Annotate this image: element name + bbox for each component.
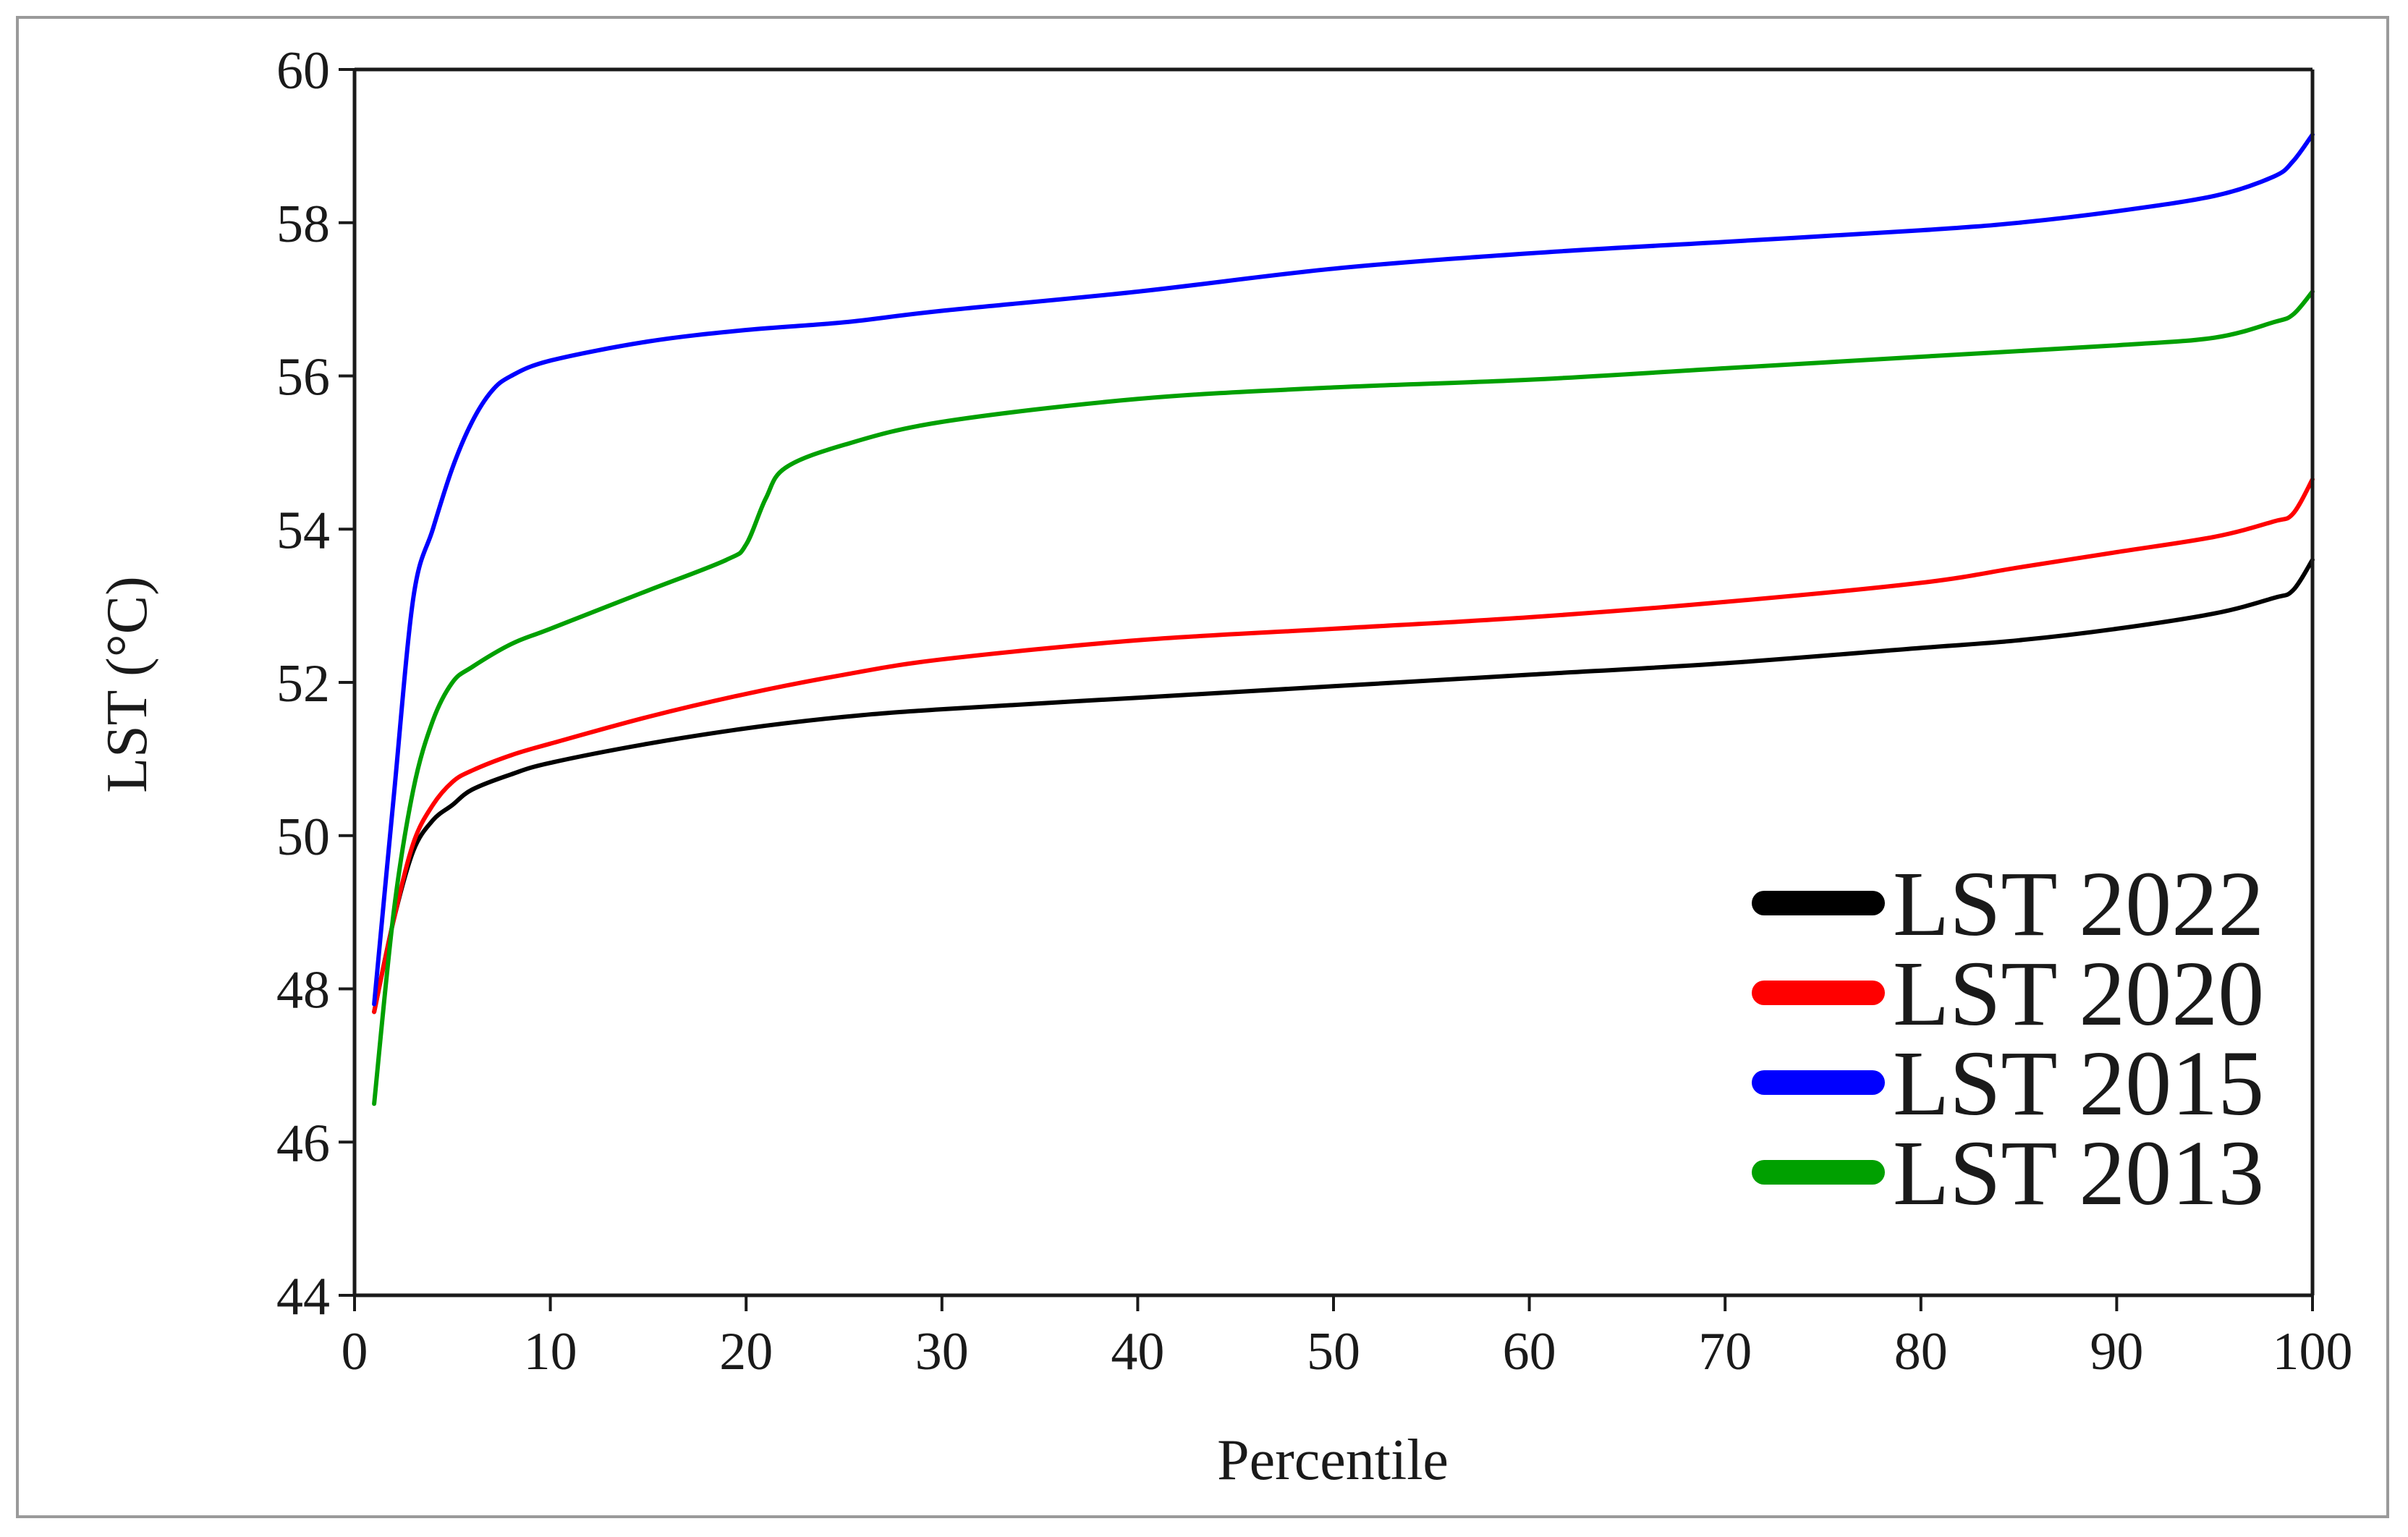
y-tick-label: 50 <box>276 808 330 867</box>
x-tick-label: 20 <box>719 1322 773 1381</box>
x-axis-title: Percentile <box>1217 1428 1449 1492</box>
y-tick-label: 56 <box>276 348 330 407</box>
ticks: 44 46 48 50 52 54 56 58 60 0 10 20 30 40 50 60 70 80 90 100 <box>276 41 2353 1381</box>
y-tick-label: 44 <box>276 1267 330 1326</box>
plot-lines <box>372 132 2315 1106</box>
x-tick-label: 90 <box>2090 1322 2143 1381</box>
y-tick-label: 58 <box>276 195 330 254</box>
legend-label-lst-2013: LST 2013 <box>1893 1122 2264 1224</box>
series-line-lst-2015 <box>372 132 2315 1007</box>
y-tick-label: 48 <box>276 961 330 1020</box>
x-tick-label: 40 <box>1111 1322 1164 1381</box>
x-tick-label: 10 <box>524 1322 577 1381</box>
legend-label-lst-2020: LST 2020 <box>1893 942 2264 1045</box>
x-tick-label: 50 <box>1307 1322 1360 1381</box>
legend-label-lst-2022: LST 2022 <box>1893 852 2264 955</box>
x-tick-label: 60 <box>1503 1322 1556 1381</box>
series-line-lst-2013 <box>372 289 2315 1106</box>
y-tick-label: 60 <box>276 41 330 101</box>
y-tick-label: 54 <box>276 501 330 560</box>
x-tick-label: 80 <box>1894 1322 1948 1381</box>
x-tick-label: 100 <box>2273 1322 2353 1381</box>
x-tick-label: 70 <box>1698 1322 1752 1381</box>
figure-frame <box>16 16 2389 1518</box>
x-tick-label: 0 <box>342 1322 368 1381</box>
y-tick-label: 52 <box>276 654 330 714</box>
x-tick-label: 30 <box>915 1322 969 1381</box>
legend-label-lst-2015: LST 2015 <box>1893 1032 2264 1135</box>
y-axis-title: LST (°C) <box>96 576 159 792</box>
series-line-lst-2020 <box>372 477 2315 1015</box>
series-line-lst-2022 <box>372 557 2315 1015</box>
y-tick-label: 46 <box>276 1114 330 1173</box>
